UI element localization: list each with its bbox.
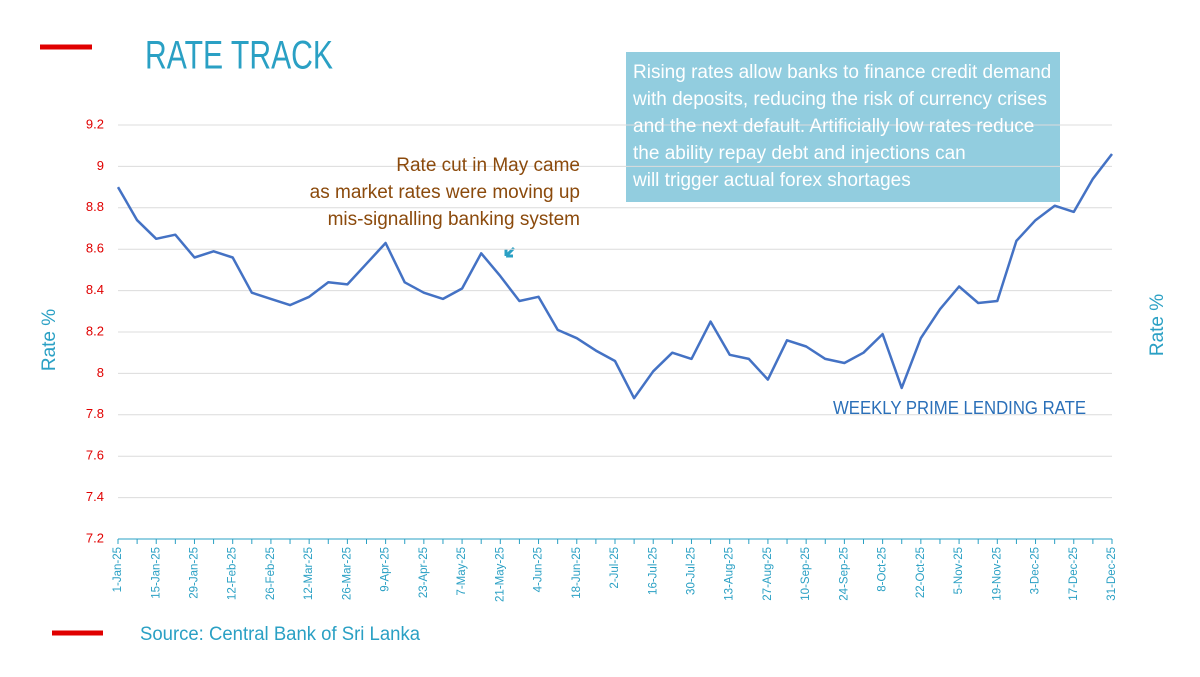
- y-tick-label: 7.4: [86, 489, 104, 504]
- y2-axis-label: Rate %: [1147, 294, 1168, 356]
- annotation: Rate cut in May came: [396, 155, 580, 176]
- y-tick-label: 8.4: [86, 282, 104, 297]
- note-text: with deposits, reducing the risk of curr…: [632, 89, 1047, 110]
- source: Source: Central Bank of Sri Lanka: [140, 624, 420, 645]
- y-tick-label: 7.6: [86, 448, 104, 463]
- note-text: the ability repay debt and injections ca…: [633, 143, 966, 164]
- x-tick-label: 10-Sep-25: [800, 547, 812, 601]
- x-tick-label: 3-Dec-25: [1030, 547, 1042, 594]
- note-box: [626, 52, 1060, 202]
- annotation: mis-signalling banking system: [328, 209, 580, 230]
- x-tick-label: 17-Dec-25: [1068, 547, 1080, 601]
- x-tick-label: 30-Jul-25: [685, 547, 697, 595]
- x-tick-label: 12-Feb-25: [227, 547, 239, 600]
- y-axis-label: Rate %: [39, 309, 60, 371]
- annotation: as market rates were moving up: [310, 182, 580, 203]
- x-tick-label: 29-Jan-25: [188, 547, 200, 599]
- x-tick-label: 12-Mar-25: [303, 547, 315, 600]
- note-text: and the next default. Artificially low r…: [633, 116, 1034, 137]
- x-tick-label: 2-Jul-25: [609, 547, 621, 589]
- x-tick-label: 7-May-25: [456, 547, 468, 596]
- y-tick-label: 9: [97, 158, 104, 173]
- x-tick-label: 8-Oct-25: [877, 547, 889, 592]
- y-tick-label: 9.2: [86, 116, 104, 131]
- x-tick-label: 27-Aug-25: [762, 547, 774, 601]
- x-tick-label: 18-Jun-25: [571, 547, 583, 599]
- x-tick-label: 13-Aug-25: [724, 547, 736, 601]
- x-tick-label: 26-Mar-25: [341, 547, 353, 600]
- y-tick-label: 8: [97, 365, 104, 380]
- x-tick-label: 9-Apr-25: [380, 547, 392, 592]
- x-tick-label: 21-May-25: [494, 547, 506, 602]
- y-tick-label: 8.6: [86, 241, 104, 256]
- x-tick-label: 5-Nov-25: [953, 547, 965, 594]
- x-tick-label: 16-Jul-25: [647, 547, 659, 595]
- x-tick-label: 26-Feb-25: [265, 547, 277, 600]
- y-tick-label: 8.2: [86, 323, 104, 338]
- x-tick-label: 1-Jan-25: [112, 547, 124, 592]
- x-tick-label: 19-Nov-25: [991, 547, 1003, 601]
- x-tick-label: 31-Dec-25: [1106, 547, 1118, 601]
- x-tick-label: 23-Apr-25: [418, 547, 430, 598]
- line-series: [116, 153, 1113, 400]
- note-text: will trigger actual forex shortages: [632, 170, 911, 191]
- y-tick-label: 7.8: [86, 406, 104, 421]
- series-label: WEEKLY PRIME LENDING RATE: [833, 398, 1086, 418]
- x-tick-label: 24-Sep-25: [838, 547, 850, 601]
- y-tick-label: 7.2: [86, 530, 104, 545]
- x-tick-label: 22-Oct-25: [915, 547, 927, 598]
- x-tick-label: 4-Jun-25: [533, 547, 545, 592]
- note-text: Rising rates allow banks to finance cred…: [633, 62, 1051, 83]
- chart-title: RATE TRACK: [145, 34, 333, 78]
- x-tick-label: 15-Jan-25: [150, 547, 162, 599]
- y-tick-label: 8.8: [86, 199, 104, 214]
